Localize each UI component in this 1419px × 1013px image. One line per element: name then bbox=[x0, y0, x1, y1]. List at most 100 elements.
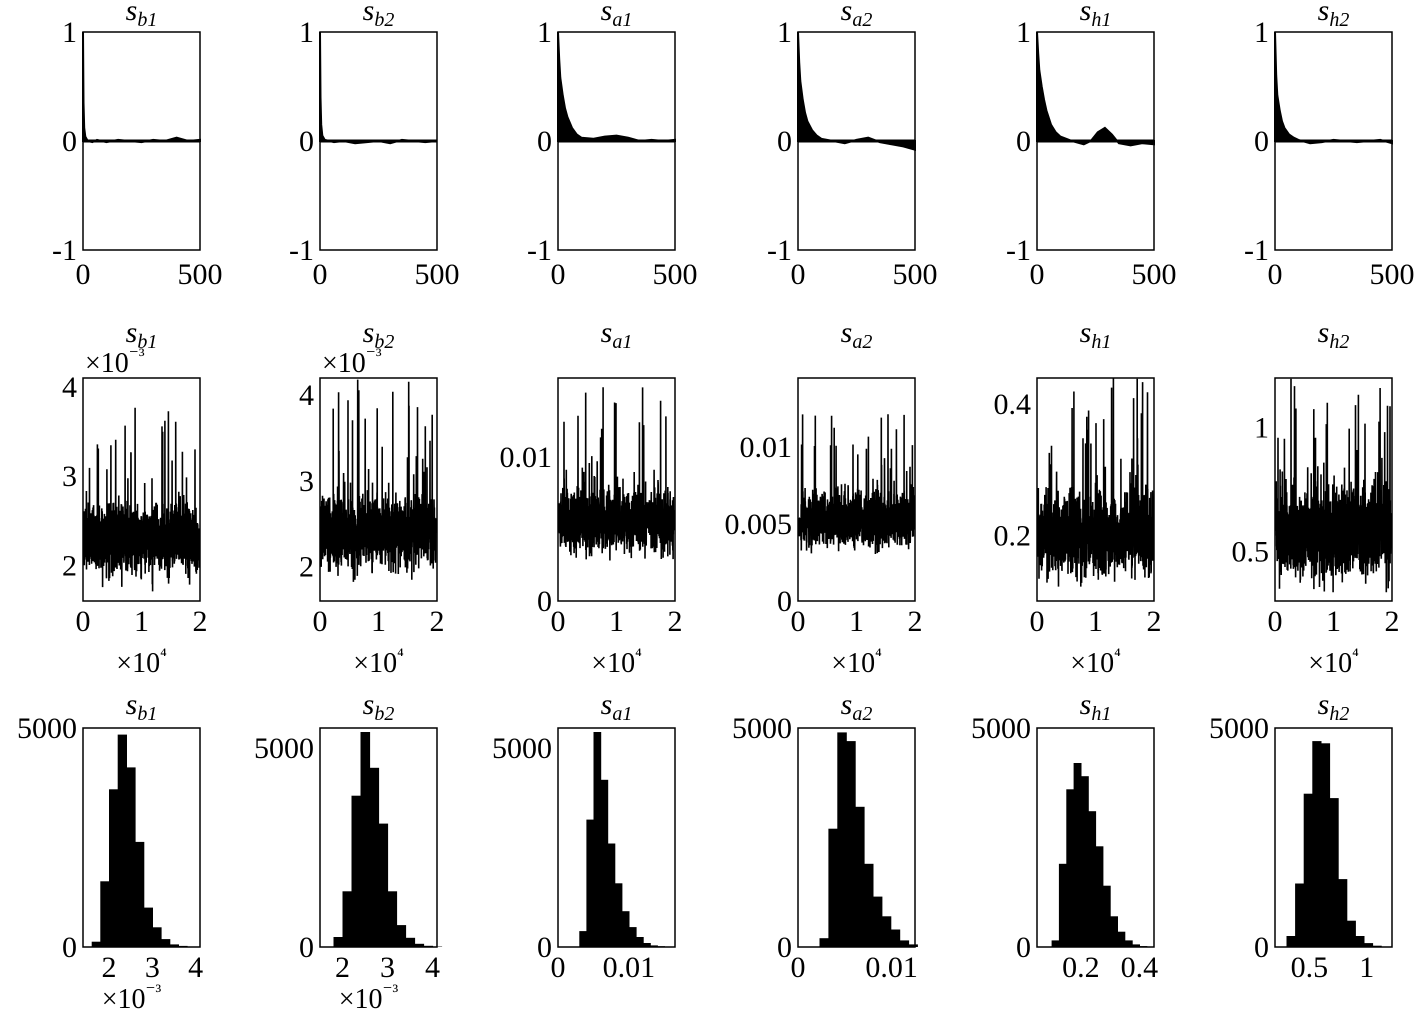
y-tick-label: 0 bbox=[1016, 931, 1031, 964]
x-tick-label: 0.4 bbox=[1121, 951, 1159, 984]
histogram-bar bbox=[360, 732, 371, 947]
trace-line bbox=[320, 379, 437, 582]
y-tick-label: 1 bbox=[299, 16, 314, 49]
y-tick-label: 5000 bbox=[732, 712, 792, 745]
histogram-bar bbox=[593, 732, 602, 947]
plot-frame bbox=[319, 727, 438, 948]
y-tick-label: 3 bbox=[62, 460, 77, 493]
histogram-bar bbox=[643, 943, 651, 947]
x-tick-label: 0 bbox=[76, 258, 91, 291]
x-tick-label: 1 bbox=[849, 605, 864, 638]
histogram-bar bbox=[855, 806, 865, 947]
y-tick-label: 4 bbox=[299, 379, 314, 412]
panel-title: sb1 bbox=[126, 0, 158, 31]
x-tick-label: 3 bbox=[380, 951, 395, 984]
axis-multiplier: ×10⁴ bbox=[831, 645, 882, 679]
histogram-bar bbox=[1355, 936, 1365, 947]
y-tick-label: 0 bbox=[1016, 125, 1031, 158]
histogram-bar bbox=[161, 939, 171, 947]
panel-title: sh1 bbox=[1080, 316, 1112, 353]
x-tick-label: 0.2 bbox=[1062, 951, 1100, 984]
histogram-bar bbox=[650, 945, 658, 947]
y-tick-label: 1 bbox=[62, 16, 77, 49]
histogram-bar bbox=[1066, 789, 1075, 947]
x-tick-label: 0.5 bbox=[1291, 951, 1329, 984]
panel-title: sb1 bbox=[126, 316, 158, 353]
x-tick-label: 1 bbox=[609, 605, 624, 638]
histogram-bar bbox=[117, 734, 127, 947]
y-tick-label: 1 bbox=[1254, 16, 1269, 49]
histogram-bar bbox=[1095, 846, 1104, 947]
acf-area bbox=[319, 31, 438, 145]
panel-trace-h1: sh1 0.2 0.4 0 1 2 ×10⁴ bbox=[994, 316, 1162, 679]
y-tick-label: 0.01 bbox=[740, 431, 793, 464]
plot-frame bbox=[1274, 31, 1393, 251]
y-tick-label: 1 bbox=[537, 16, 552, 49]
x-tick-label: 2 bbox=[908, 605, 923, 638]
histogram-bar bbox=[881, 916, 892, 947]
histogram-bar bbox=[369, 767, 380, 947]
plot-frame bbox=[319, 31, 438, 251]
y-tick-label: 0 bbox=[62, 125, 77, 158]
x-tick-label: 2 bbox=[1147, 605, 1162, 638]
histogram-bar bbox=[135, 841, 145, 947]
y-tick-label: -1 bbox=[1006, 234, 1031, 267]
plot-frame bbox=[1036, 31, 1155, 251]
histogram-bar bbox=[1088, 811, 1097, 947]
y-tick-label: 5000 bbox=[254, 732, 314, 765]
x-tick-label: 500 bbox=[893, 258, 938, 291]
acf-area bbox=[797, 31, 916, 152]
y-tick-label: 0 bbox=[299, 931, 314, 964]
x-tick-label: 0 bbox=[551, 951, 566, 984]
x-tick-label: 0 bbox=[791, 258, 806, 291]
y-tick-label: 5000 bbox=[492, 732, 552, 765]
acf-area bbox=[1274, 31, 1393, 145]
y-tick-label: 3 bbox=[299, 465, 314, 498]
histogram-bar bbox=[614, 883, 623, 947]
trace-line bbox=[1037, 378, 1154, 587]
x-tick-label: 1 bbox=[1359, 951, 1374, 984]
y-tick-label: 1 bbox=[777, 16, 792, 49]
y-tick-label: 0 bbox=[537, 931, 552, 964]
histogram-bar bbox=[1303, 793, 1313, 947]
panel-histogram-h2: sh2 0 5000 0.5 1 bbox=[1209, 688, 1393, 984]
y-tick-label: 0 bbox=[299, 125, 314, 158]
histogram-bar bbox=[1320, 743, 1331, 947]
plot-frame bbox=[319, 377, 438, 602]
histogram-bar bbox=[1058, 863, 1067, 947]
histogram-bar bbox=[579, 931, 587, 947]
x-tick-label: 0 bbox=[791, 605, 806, 638]
panel-title: sb2 bbox=[363, 316, 395, 353]
plot-frame bbox=[557, 31, 676, 251]
y-tick-label: -1 bbox=[767, 234, 792, 267]
trace-line bbox=[558, 387, 675, 561]
x-tick-label: 0 bbox=[791, 951, 806, 984]
histogram-bar bbox=[621, 911, 630, 947]
histogram-bar bbox=[890, 929, 901, 947]
axis-multiplier: ×10⁴ bbox=[116, 645, 167, 679]
x-tick-label: 1 bbox=[1088, 605, 1103, 638]
panel-title: sb2 bbox=[363, 688, 395, 725]
y-tick-label: 0 bbox=[537, 585, 552, 618]
plot-frame bbox=[1036, 727, 1155, 948]
y-tick-label: 2 bbox=[299, 551, 314, 584]
panel-title: sa1 bbox=[601, 316, 633, 353]
histogram-bar bbox=[1102, 885, 1111, 947]
panel-histogram-h1: sh1 0 5000 0.2 0.4 bbox=[971, 688, 1158, 984]
x-tick-label: 500 bbox=[178, 258, 223, 291]
panel-histogram-b2: sb2 0 5000 2 3 4 ×10⁻³ bbox=[254, 688, 443, 1013]
x-tick-label: 2 bbox=[102, 951, 117, 984]
histogram-bar bbox=[1051, 940, 1060, 947]
histogram-bar bbox=[169, 944, 179, 947]
panel-title: sa2 bbox=[841, 0, 873, 31]
x-tick-label: 0 bbox=[313, 258, 328, 291]
plot-frame bbox=[557, 377, 676, 602]
panel-title: sa2 bbox=[841, 688, 873, 725]
axis-multiplier: ×10⁻³ bbox=[102, 981, 162, 1013]
histogram-bar bbox=[864, 863, 874, 947]
x-tick-label: 0 bbox=[1030, 258, 1045, 291]
x-tick-label: 2 bbox=[668, 605, 683, 638]
